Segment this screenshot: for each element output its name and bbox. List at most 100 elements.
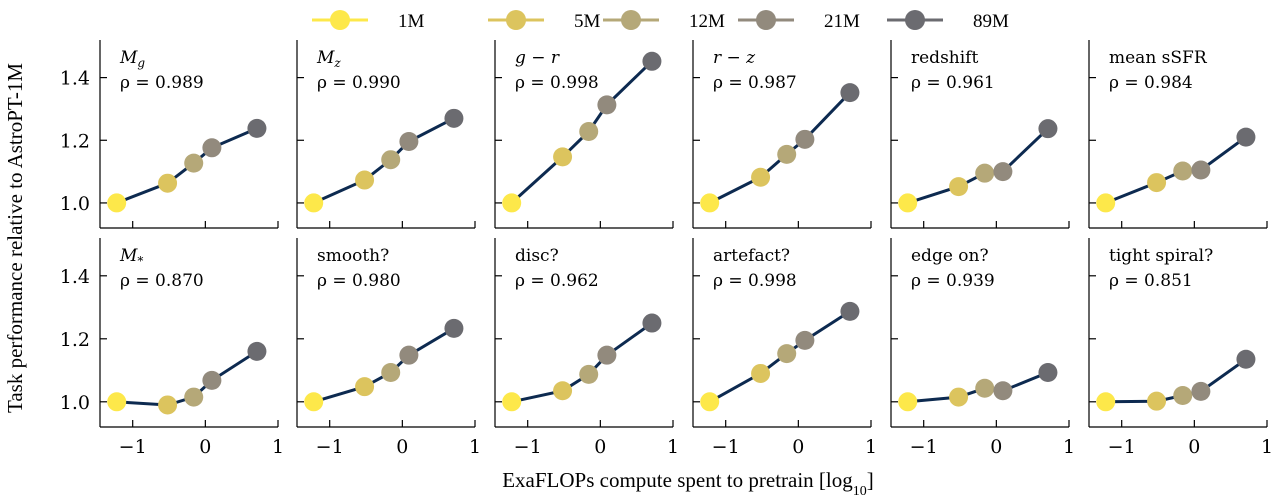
x-tick-label: 0: [199, 436, 211, 458]
x-tick-label: −1: [316, 436, 344, 458]
point-89M: [642, 313, 662, 333]
panel-title-variable: M: [119, 48, 138, 68]
point-21M: [1191, 160, 1211, 180]
legend-label-5M: 5M: [574, 11, 601, 32]
panel-rho: ρ = 0.851: [1109, 271, 1193, 291]
x-tick-label: 1: [667, 436, 679, 458]
panel-rho: ρ = 0.870: [120, 271, 204, 291]
point-1M: [1096, 193, 1116, 213]
panel-5: redshift ρ = 0.961: [890, 40, 1070, 229]
point-5M: [355, 377, 375, 397]
point-5M: [751, 363, 771, 383]
point-1M: [107, 193, 127, 213]
x-tick-label: 0: [594, 436, 606, 458]
y-tick-label: 1.0: [60, 193, 90, 215]
point-1M: [304, 193, 324, 213]
point-12M: [975, 163, 995, 183]
x-tick-label: 0: [1188, 436, 1200, 458]
point-21M: [993, 162, 1013, 182]
panel-rho: ρ = 0.939: [911, 271, 995, 291]
panel-12: −1 0 1 tight spiral? ρ = 0.851: [1088, 238, 1273, 458]
point-21M: [993, 381, 1013, 401]
point-21M: [795, 330, 815, 350]
y-axis-label: Task performance relative to AstroPT-1M: [3, 63, 27, 413]
y-tick-label: 1.2: [60, 329, 90, 351]
point-1M: [502, 392, 522, 412]
point-1M: [700, 392, 720, 412]
panel-9: −1 0 1 disc? ρ = 0.962: [494, 238, 679, 458]
panel-8: −1 0 1 smooth? ρ = 0.980: [296, 238, 481, 458]
panel-rho: ρ = 0.980: [317, 271, 401, 291]
x-axis-label-close: ]: [867, 468, 874, 492]
point-89M: [1236, 349, 1256, 369]
point-89M: [1038, 119, 1058, 139]
point-21M: [795, 129, 815, 149]
point-12M: [579, 121, 599, 141]
x-tick-label: 1: [865, 436, 877, 458]
point-1M: [304, 392, 324, 412]
panel-title: g − r: [515, 48, 560, 68]
point-1M: [502, 193, 522, 213]
panel-rho: ρ = 0.987: [713, 73, 797, 93]
x-tick-label: 1: [1261, 436, 1273, 458]
point-21M: [399, 345, 419, 365]
x-tick-label: 1: [272, 436, 284, 458]
panel-rho: ρ = 0.962: [515, 271, 599, 291]
point-12M: [975, 378, 995, 398]
panel-6: mean sSFR ρ = 0.984: [1088, 40, 1268, 229]
point-12M: [381, 150, 401, 170]
point-5M: [751, 167, 771, 187]
panel-title: edge on?: [911, 246, 989, 266]
x-tick-label: 0: [396, 436, 408, 458]
panel-title: Mz: [316, 48, 341, 70]
x-tick-label: 1: [469, 436, 481, 458]
point-12M: [381, 363, 401, 383]
panel-2: Mz ρ = 0.990: [296, 40, 476, 229]
panel-rho: ρ = 0.998: [515, 73, 599, 93]
legend-marker-21M: [756, 10, 776, 30]
y-tick-label: 1.0: [60, 392, 90, 414]
point-5M: [355, 170, 375, 190]
point-21M: [202, 370, 222, 390]
legend-label-89M: 89M: [973, 11, 1009, 32]
panel-title: disc?: [515, 246, 559, 266]
panel-rho: ρ = 0.984: [1109, 73, 1193, 93]
point-89M: [444, 318, 464, 338]
panel-title: artefact?: [713, 246, 790, 266]
point-89M: [1038, 363, 1058, 383]
panel-title-subscript: z: [333, 56, 341, 70]
legend-marker-12M: [621, 10, 641, 30]
y-tick-label: 1.2: [60, 130, 90, 152]
x-axis-label: ExaFLOPs compute spent to pretrain [log1…: [502, 468, 874, 495]
point-5M: [553, 147, 573, 167]
legend: 1M 5M 12M 21M 89M: [312, 10, 1009, 32]
point-89M: [1236, 127, 1256, 147]
point-5M: [158, 395, 178, 415]
legend-marker-5M: [506, 10, 526, 30]
panel-title: mean sSFR: [1109, 48, 1208, 68]
x-tick-label: −1: [712, 436, 740, 458]
x-tick-label: −1: [910, 436, 938, 458]
point-5M: [949, 177, 969, 197]
legend-label-1M: 1M: [398, 11, 425, 32]
point-12M: [184, 387, 204, 407]
panel-rho: ρ = 0.990: [317, 73, 401, 93]
point-21M: [597, 95, 617, 115]
x-tick-label: 0: [792, 436, 804, 458]
panel-title: M*: [119, 246, 143, 268]
series-line: [709, 91, 851, 205]
panel-title: redshift: [911, 48, 978, 68]
point-5M: [1147, 173, 1167, 193]
panel-11: −1 0 1 edge on? ρ = 0.939: [890, 238, 1075, 458]
panel-title-subscript: *: [137, 254, 143, 268]
point-1M: [700, 193, 720, 213]
panel-4: r − z ρ = 0.987: [692, 40, 872, 229]
series-line: [907, 127, 1049, 205]
point-12M: [1173, 161, 1193, 181]
legend-marker-89M: [905, 10, 925, 30]
panel-title-subscript: g: [137, 56, 145, 70]
panel-title: tight spiral?: [1109, 246, 1213, 266]
point-1M: [898, 193, 918, 213]
panel-rho: ρ = 0.989: [120, 73, 204, 93]
panel-title: Mg: [119, 48, 145, 70]
